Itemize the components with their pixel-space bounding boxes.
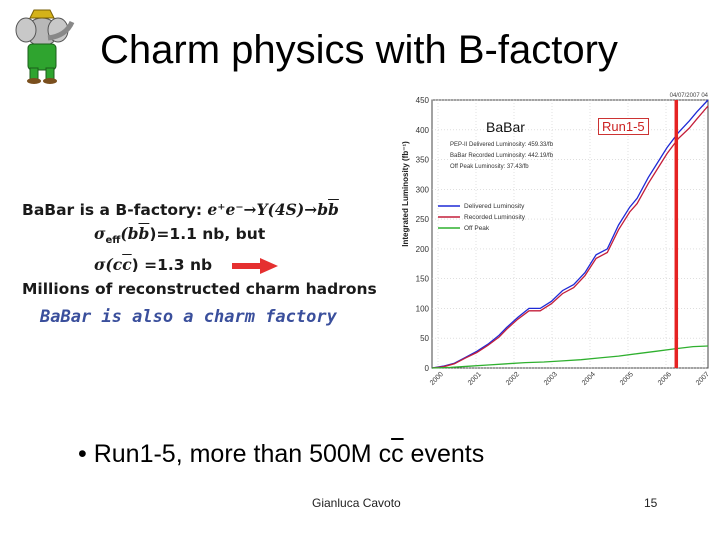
y-axis-label: Integrated Luminosity (fb⁻¹) xyxy=(401,141,410,247)
series-line xyxy=(431,345,709,369)
y-tick-label: 50 xyxy=(420,334,429,343)
x-tick-label: 2000 xyxy=(429,371,445,387)
sigma-cc-line: σ(cc) =1.3 nb xyxy=(22,253,392,277)
y-tick-label: 150 xyxy=(416,275,430,284)
luminosity-chart: 0 50 100 150 200 250 300 350 400 450 2000 2001 2002 2… xyxy=(401,93,711,387)
x-tick-label: 2001 xyxy=(467,371,483,387)
legend-entry: Off Peak xyxy=(464,225,490,232)
x-tick-label: 2006 xyxy=(657,371,673,387)
series-line xyxy=(431,105,709,369)
bfactory-line: BaBar is a B-factory: e⁺e⁻→Υ(4S)→bb xyxy=(22,200,339,219)
y-tick-label: 450 xyxy=(416,96,430,105)
info-line: BaBar Recorded Luminosity: 442.19/fb xyxy=(450,153,554,159)
x-tick-label: 2007 xyxy=(695,371,711,387)
y-tick-label: 350 xyxy=(416,156,430,165)
info-line: PEP-II Delivered Luminosity: 459.33/fb xyxy=(450,142,554,148)
x-tick-label: 2004 xyxy=(581,371,597,387)
series-line xyxy=(431,99,709,369)
bullet-dot: • xyxy=(78,440,94,468)
elephant-mascot-icon xyxy=(15,9,75,84)
left-text-block: BaBar is a B-factory: e⁺e⁻→Υ(4S)→bb σeff… xyxy=(22,198,392,329)
x-tick-label: 2005 xyxy=(619,371,635,387)
x-tick-label: 2002 xyxy=(505,371,521,387)
millions-line: Millions of reconstructed charm hadrons xyxy=(22,280,377,299)
slide-title: Charm physics with B-factory xyxy=(100,28,618,72)
y-tick-label: 400 xyxy=(416,126,430,135)
footer-author: Gianluca Cavoto xyxy=(312,496,401,510)
y-tick-label: 0 xyxy=(425,364,430,373)
red-arrow-icon xyxy=(231,257,278,274)
charm-factory-line: BaBar is also a charm factory xyxy=(40,307,337,328)
y-tick-label: 100 xyxy=(416,304,430,313)
x-tick-label: 2003 xyxy=(543,371,559,387)
legend-entry: Delivered Luminosity xyxy=(464,203,525,210)
run-bullet: • Run1-5, more than 500M cc events xyxy=(78,440,485,468)
y-tick-label: 300 xyxy=(416,185,430,194)
info-line: Off Peak Luminosity: 37.43/fb xyxy=(450,164,529,170)
legend-entry: Recorded Luminosity xyxy=(464,214,526,221)
chart-title: BaBar xyxy=(486,119,525,135)
header-date: 04/07/2007 04 xyxy=(670,93,709,99)
run-annotation: Run1-5 xyxy=(598,118,649,135)
sigma-eff-line: σeff(bb)=1.1 nb, but xyxy=(94,224,266,247)
page-number: 15 xyxy=(644,496,658,510)
y-tick-label: 250 xyxy=(416,215,430,224)
y-tick-label: 200 xyxy=(416,245,430,254)
plot-frame xyxy=(431,99,709,369)
